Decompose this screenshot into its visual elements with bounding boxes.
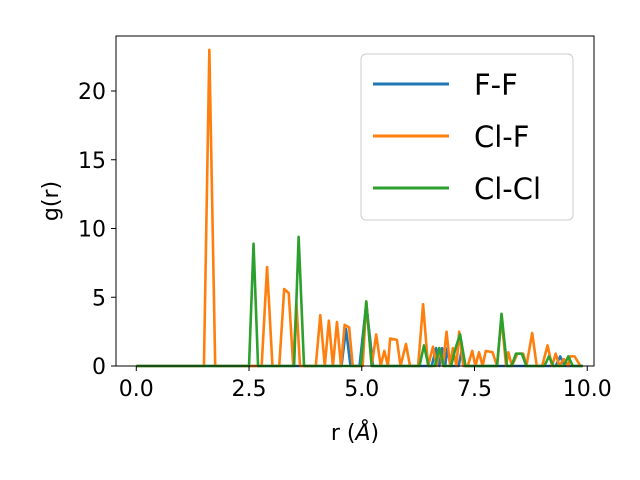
legend-label-cl-cl: Cl-Cl <box>474 172 541 206</box>
y-tick-label: 10 <box>78 218 106 243</box>
y-tick-label: 20 <box>78 80 106 105</box>
y-tick-label: 0 <box>92 355 106 380</box>
y-axis-label: g(r) <box>39 181 64 221</box>
plot-frame <box>115 35 595 367</box>
y-tick-label: 5 <box>92 286 106 311</box>
y-axis-ticks: 0 5 10 15 20 <box>78 80 116 380</box>
legend-entries: F-F Cl-F Cl-Cl <box>373 68 541 206</box>
x-axis-label: r (Å) <box>331 419 379 446</box>
x-tick-label: 10.0 <box>563 377 612 402</box>
x-tick-label: 0.0 <box>119 377 154 402</box>
x-tick-label: 5.0 <box>344 377 379 402</box>
legend-frame <box>360 53 574 221</box>
y-tick-label: 15 <box>78 149 106 174</box>
x-axis-ticks: 0.0 2.5 5.0 7.5 10.0 <box>119 366 612 402</box>
x-axis-label-unit: Å <box>353 419 370 446</box>
legend-label-cl-f: Cl-F <box>474 120 529 154</box>
x-tick-label: 7.5 <box>457 377 492 402</box>
series-line-cl-cl <box>136 235 583 368</box>
x-axis-label-close: ) <box>371 421 380 446</box>
legend-label-f-f: F-F <box>474 68 518 102</box>
legend: F-F Cl-F Cl-Cl <box>360 53 574 221</box>
x-tick-label: 2.5 <box>232 377 267 402</box>
x-axis-label-text: r ( <box>331 421 356 446</box>
